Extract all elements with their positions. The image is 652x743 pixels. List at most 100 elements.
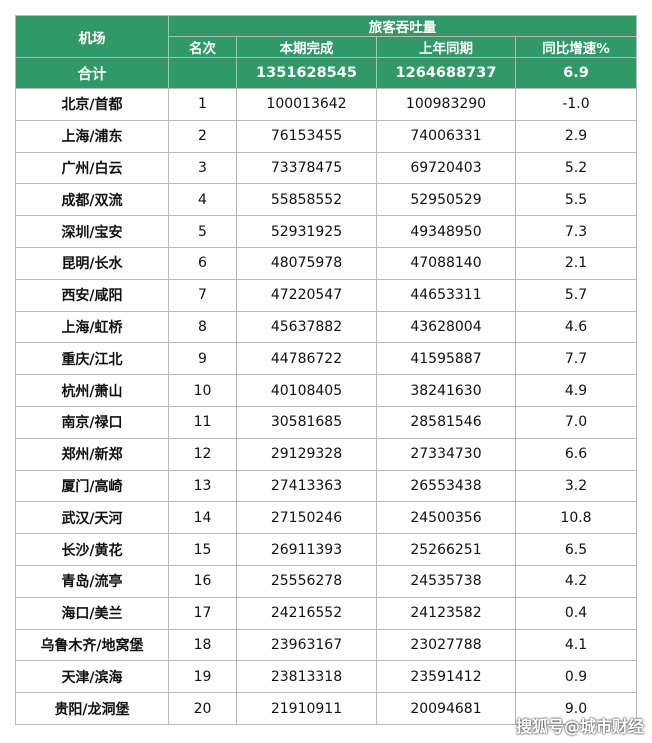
watermark: 搜狐号@城市财经	[515, 717, 644, 736]
growth-cell: 6.6	[515, 437, 637, 471]
table-row: 重庆/江北 9 44786722 41595887 7.7	[15, 342, 637, 376]
header-airport: 机场	[15, 15, 169, 58]
airport-name: 上海/浦东	[15, 119, 169, 153]
growth-cell: 7.7	[515, 342, 637, 376]
table-row: 贵阳/龙洞堡 20 21910911 20094681 9.0	[15, 692, 637, 725]
airport-name: 杭州/萧山	[15, 374, 169, 407]
airport-name: 北京/首都	[15, 88, 169, 121]
header-current: 本期完成	[236, 36, 377, 58]
last-year-cell: 43628004	[376, 310, 516, 344]
rank-cell: 4	[168, 183, 237, 217]
last-year-cell: 27334730	[376, 437, 516, 471]
rank-cell: 9	[168, 342, 237, 376]
airport-name: 深圳/宝安	[15, 215, 169, 248]
table-row: 郑州/新郑 12 29129328 27334730 6.6	[15, 437, 637, 471]
growth-cell: 3.2	[515, 469, 637, 503]
airport-name: 乌鲁木齐/地窝堡	[15, 628, 169, 662]
last-year-cell: 100983290	[376, 88, 516, 121]
table-row: 杭州/萧山 10 40108405 38241630 4.9	[15, 374, 637, 407]
airport-name: 武汉/天河	[15, 501, 169, 535]
rank-cell: 10	[168, 374, 237, 407]
current-cell: 25556278	[236, 564, 377, 598]
growth-cell: 4.6	[515, 310, 637, 344]
last-year-cell: 41595887	[376, 342, 516, 376]
growth-cell: 4.2	[515, 564, 637, 598]
current-cell: 48075978	[236, 246, 377, 280]
airport-name: 天津/滨海	[15, 660, 169, 694]
current-cell: 27413363	[236, 469, 377, 503]
last-year-cell: 52950529	[376, 183, 516, 217]
rank-cell: 17	[168, 596, 237, 630]
rank-cell: 12	[168, 437, 237, 471]
last-year-cell: 38241630	[376, 374, 516, 407]
growth-cell: 4.9	[515, 374, 637, 407]
rank-cell: 2	[168, 119, 237, 153]
growth-cell: 5.7	[515, 278, 637, 312]
current-cell: 44786722	[236, 342, 377, 376]
last-year-cell: 24123582	[376, 596, 516, 630]
current-cell: 30581685	[236, 405, 377, 439]
table-row: 天津/滨海 19 23813318 23591412 0.9	[15, 660, 637, 694]
table-row: 青岛/流亭 16 25556278 24535738 4.2	[15, 564, 637, 598]
growth-cell: 7.0	[515, 405, 637, 439]
airport-name: 贵阳/龙洞堡	[15, 692, 169, 725]
growth-cell: 10.8	[515, 501, 637, 535]
rank-cell: 15	[168, 533, 237, 566]
last-year-cell: 47088140	[376, 246, 516, 280]
last-year-cell: 69720403	[376, 151, 516, 185]
rank-cell: 18	[168, 628, 237, 662]
header-rank: 名次	[168, 36, 237, 58]
rank-cell: 14	[168, 501, 237, 535]
rank-cell: 11	[168, 405, 237, 439]
growth-cell: 0.4	[515, 596, 637, 630]
table-row: 厦门/高崎 13 27413363 26553438 3.2	[15, 469, 637, 503]
last-year-cell: 49348950	[376, 215, 516, 248]
rank-cell: 19	[168, 660, 237, 694]
airport-name: 海口/美兰	[15, 596, 169, 630]
rank-cell: 7	[168, 278, 237, 312]
growth-cell: -1.0	[515, 88, 637, 121]
last-year-cell: 28581546	[376, 405, 516, 439]
last-year-cell: 26553438	[376, 469, 516, 503]
table-row: 上海/虹桥 8 45637882 43628004 4.6	[15, 310, 637, 344]
rank-cell: 13	[168, 469, 237, 503]
last-year-cell: 23027788	[376, 628, 516, 662]
total-row: 合计 1351628545 1264688737 6.9	[15, 57, 637, 89]
current-cell: 76153455	[236, 119, 377, 153]
rank-cell: 20	[168, 692, 237, 725]
airport-name: 重庆/江北	[15, 342, 169, 376]
airport-name: 广州/白云	[15, 151, 169, 185]
growth-cell: 9.0	[515, 692, 637, 725]
table-row: 北京/首都 1 100013642 100983290 -1.0	[15, 88, 637, 121]
rank-cell: 16	[168, 564, 237, 598]
rank-cell: 6	[168, 246, 237, 280]
table-row: 武汉/天河 14 27150246 24500356 10.8	[15, 501, 637, 535]
table-row: 乌鲁木齐/地窝堡 18 23963167 23027788 4.1	[15, 628, 637, 662]
total-current: 1351628545	[236, 57, 377, 89]
rank-cell: 3	[168, 151, 237, 185]
last-year-cell: 24500356	[376, 501, 516, 535]
growth-cell: 6.5	[515, 533, 637, 566]
airport-name: 上海/虹桥	[15, 310, 169, 344]
airport-name: 郑州/新郑	[15, 437, 169, 471]
last-year-cell: 23591412	[376, 660, 516, 694]
airport-name: 西安/咸阳	[15, 278, 169, 312]
table-row: 长沙/黄花 15 26911393 25266251 6.5	[15, 533, 637, 566]
airport-name: 南京/禄口	[15, 405, 169, 439]
current-cell: 52931925	[236, 215, 377, 248]
table-row: 南京/禄口 11 30581685 28581546 7.0	[15, 405, 637, 439]
rank-cell: 8	[168, 310, 237, 344]
airport-name: 昆明/长水	[15, 246, 169, 280]
total-label: 合计	[15, 57, 169, 89]
current-cell: 47220547	[236, 278, 377, 312]
table-row: 成都/双流 4 55858552 52950529 5.5	[15, 183, 637, 217]
table-row: 上海/浦东 2 76153455 74006331 2.9	[15, 119, 637, 153]
growth-cell: 4.1	[515, 628, 637, 662]
rank-cell: 1	[168, 88, 237, 121]
growth-cell: 0.9	[515, 660, 637, 694]
total-rank	[168, 57, 237, 89]
growth-cell: 5.5	[515, 183, 637, 217]
airport-name: 成都/双流	[15, 183, 169, 217]
current-cell: 23963167	[236, 628, 377, 662]
total-growth: 6.9	[515, 57, 637, 89]
